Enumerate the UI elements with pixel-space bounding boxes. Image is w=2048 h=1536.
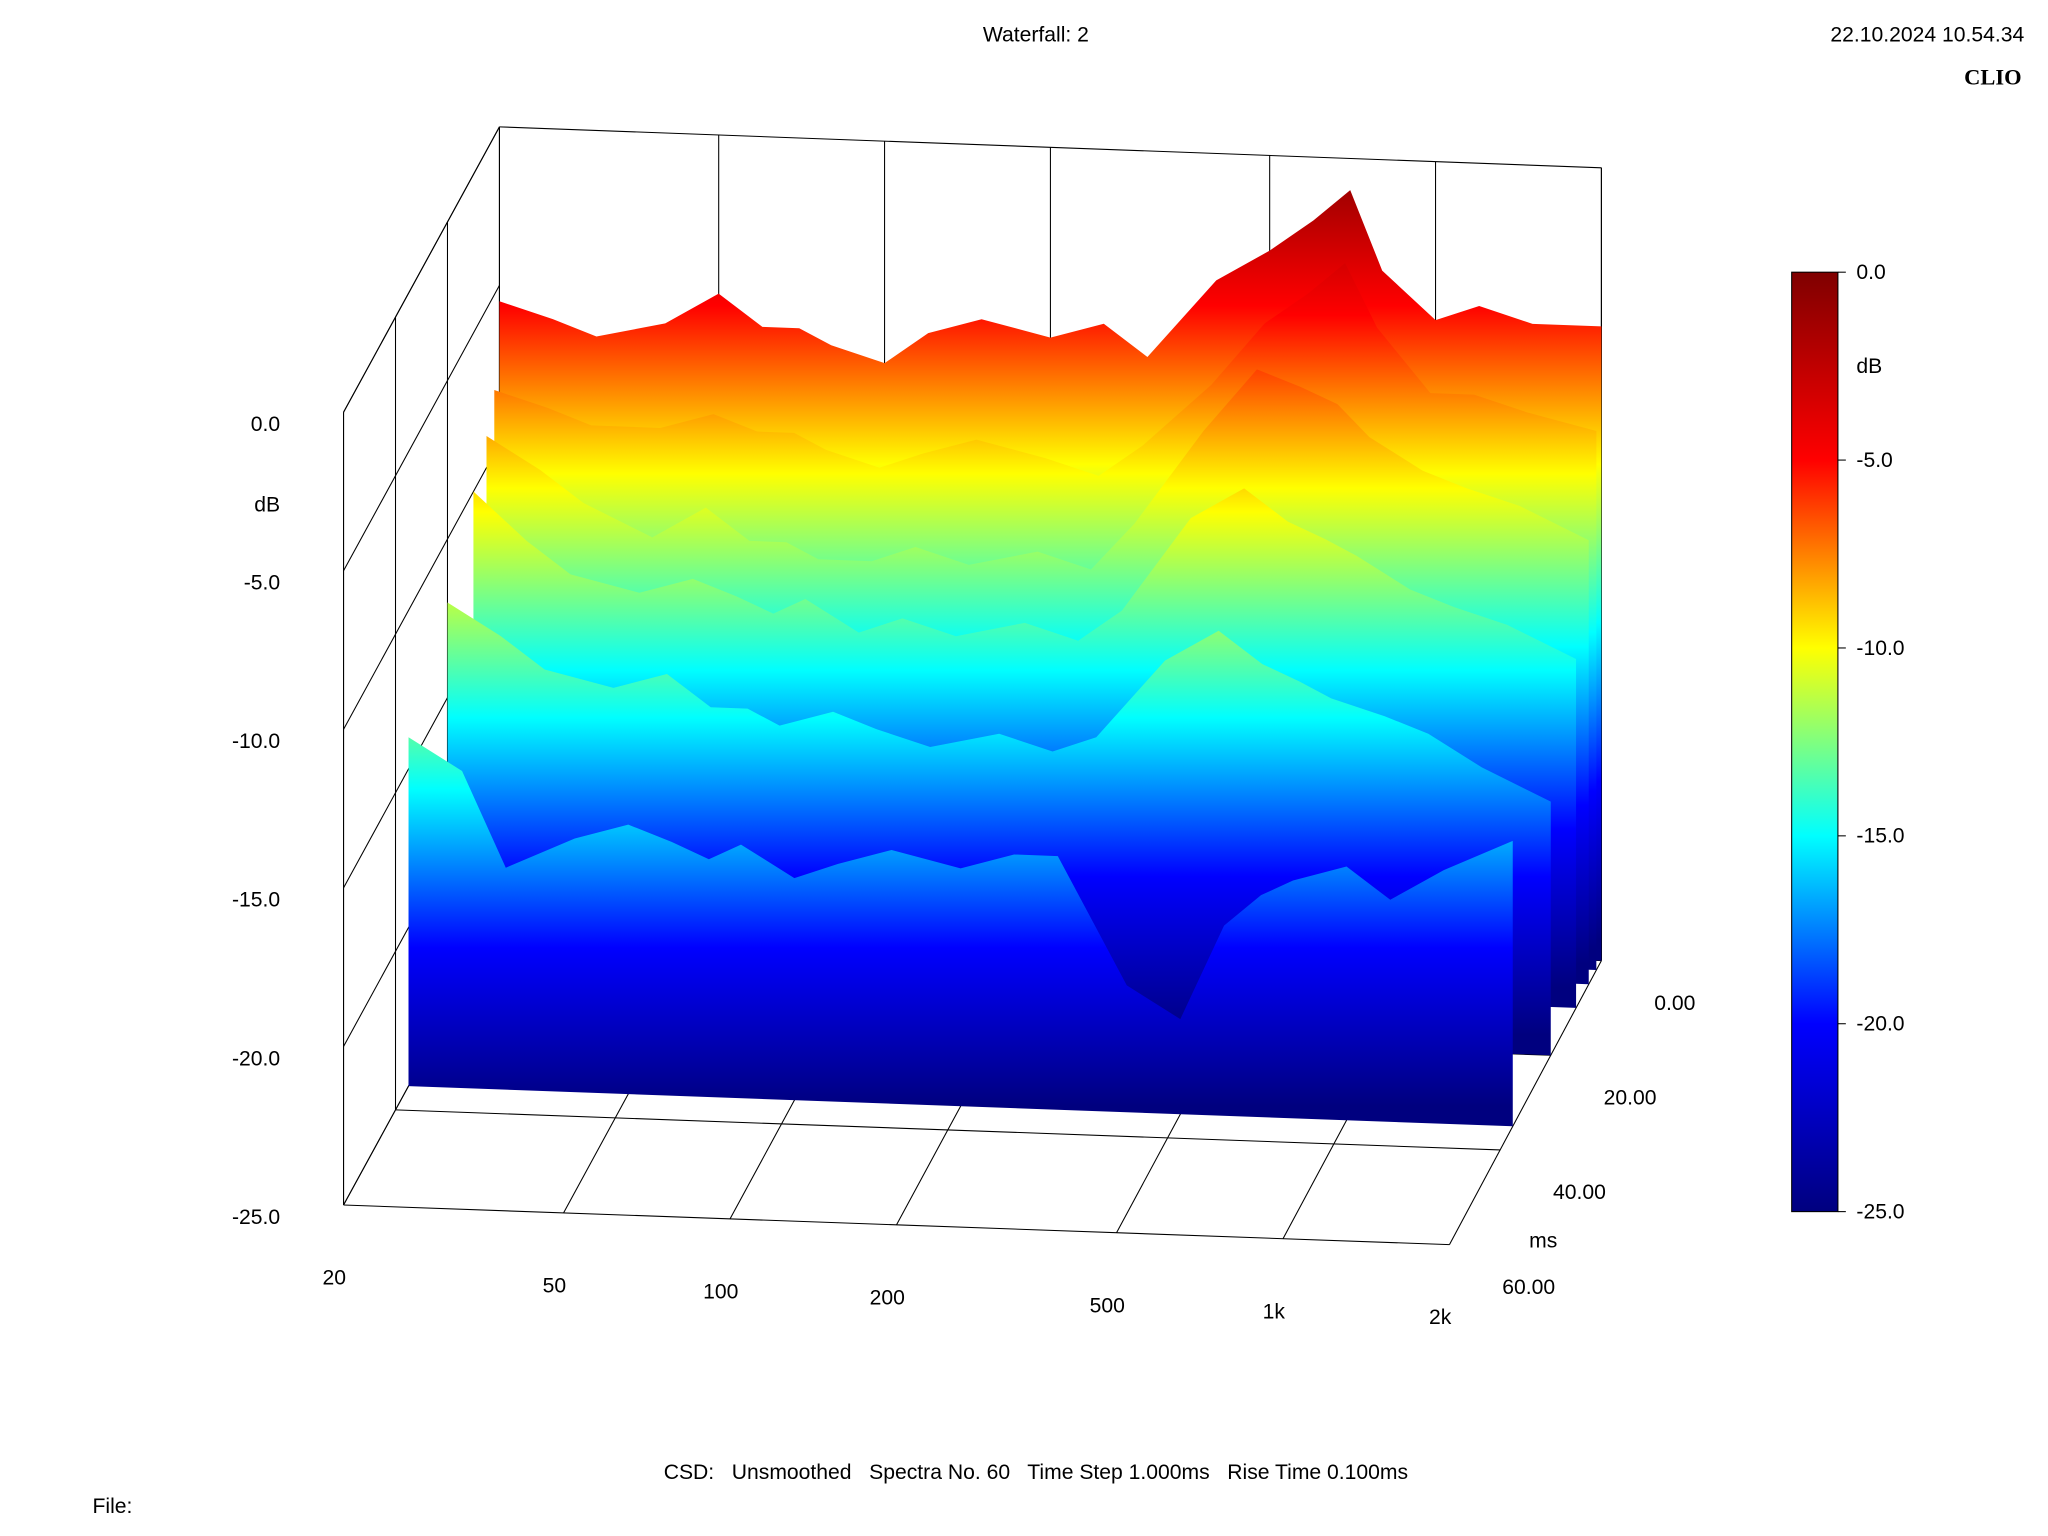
- grid-line: [343, 443, 500, 730]
- x-tick-label: 2k: [1429, 1306, 1452, 1329]
- x-tick-label: 100: [703, 1280, 738, 1303]
- x-tick-label: 500: [1090, 1294, 1125, 1317]
- grid-line: [1448, 960, 1602, 1245]
- y-tick-label: -20.0: [232, 1047, 280, 1070]
- brand: CLIO: [1964, 64, 2021, 89]
- chart-title: Waterfall: 2: [983, 23, 1089, 46]
- grid-line: [395, 1109, 1501, 1151]
- z-tick-label: 20.00: [1604, 1086, 1657, 1109]
- colorbar: [1791, 271, 1839, 1213]
- z-tick-label: 0.00: [1654, 992, 1695, 1015]
- x-tick-label: 20: [323, 1267, 346, 1290]
- colorbar-tick-label: -15.0: [1856, 825, 1904, 848]
- y-axis-label: dB: [254, 494, 280, 517]
- y-tick-label: -5.0: [244, 572, 280, 595]
- y-tick-label: -15.0: [232, 889, 280, 912]
- date: 22.10.2024 10.54.34: [1830, 23, 2024, 46]
- grid-line: [343, 126, 500, 413]
- colorbar-label: dB: [1856, 355, 1882, 378]
- x-tick-label: 50: [543, 1274, 567, 1297]
- x-tick-label: 200: [870, 1286, 905, 1309]
- y-tick-label: -10.0: [232, 730, 280, 753]
- colorbar-tick-label: -5.0: [1856, 449, 1892, 472]
- colorbar-tick-label: -10.0: [1856, 637, 1904, 660]
- waterfall-surface: [408, 190, 1602, 1127]
- z-axis-label: ms: [1529, 1230, 1557, 1253]
- colorbar-tick-label: 0.0: [1856, 261, 1885, 284]
- colorbar-tick-label: -25.0: [1856, 1201, 1904, 1224]
- y-tick-label: -25.0: [232, 1206, 280, 1229]
- colorbar-tick-label: -20.0: [1856, 1013, 1904, 1036]
- x-tick-label: 1k: [1263, 1300, 1286, 1323]
- z-tick-label: 40.00: [1553, 1181, 1606, 1204]
- spectrum-slice: [408, 737, 1513, 1127]
- footer: CSD: Unsmoothed Spectra No. 60 Time Step…: [664, 1461, 1408, 1484]
- file-label: File:: [92, 1495, 132, 1518]
- labels: Waterfall: 2 22.10.2024 10.54.34 CLIO dB…: [92, 23, 2024, 1518]
- grid-line: [343, 285, 500, 572]
- grid-line: [343, 1204, 1450, 1246]
- y-tick-label: 0.0: [251, 413, 280, 436]
- z-tick-label: 60.00: [1502, 1276, 1555, 1299]
